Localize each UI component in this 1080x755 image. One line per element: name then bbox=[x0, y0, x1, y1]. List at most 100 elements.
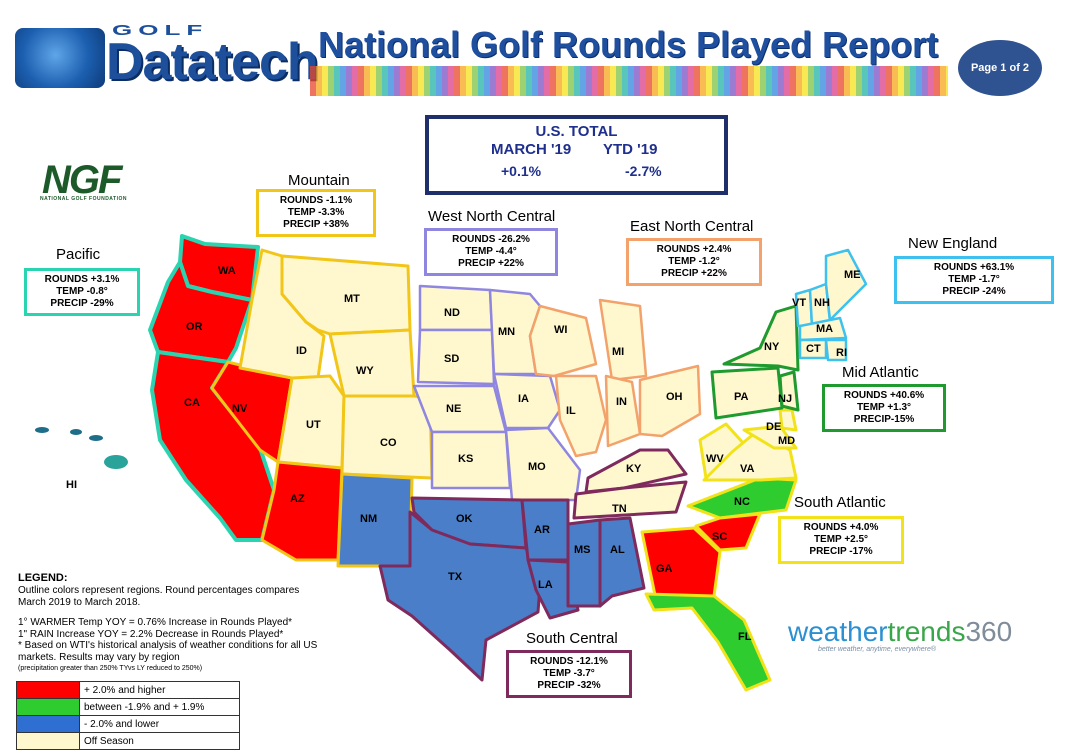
state-la bbox=[526, 558, 580, 620]
legend-swatch-high bbox=[16, 681, 80, 699]
report-title: National Golf Rounds Played Report bbox=[318, 24, 939, 65]
state-mt bbox=[280, 254, 412, 336]
state-oh bbox=[638, 364, 702, 438]
ma-temp: TEMP +1.3° bbox=[856, 402, 912, 413]
us-total-month-label: MARCH '19 bbox=[491, 141, 572, 158]
state-al bbox=[598, 516, 646, 608]
stats-box-mid-atlantic: ROUNDS +40.6% TEMP +1.3° PRECIP-15% bbox=[822, 384, 946, 432]
stats-box-south-central: ROUNDS -12.1% TEMP -3.7° PRECIP -32% bbox=[506, 650, 632, 698]
decorative-color-strip bbox=[310, 66, 948, 96]
legend-row: - 2.0% and lower bbox=[16, 715, 240, 733]
state-label-ut: UT bbox=[306, 419, 321, 431]
wt-logo-part3: 360 bbox=[965, 616, 1013, 647]
mountain-rounds: ROUNDS -1.1% bbox=[279, 195, 353, 206]
page-indicator-badge: Page 1 of 2 bbox=[958, 40, 1042, 96]
state-mo bbox=[504, 426, 582, 502]
sc-temp: TEMP -3.7° bbox=[543, 668, 595, 679]
ma-rounds: ROUNDS +40.6% bbox=[843, 390, 925, 401]
us-total-box: U.S. TOTAL MARCH '19 YTD '19 +0.1% -2.7% bbox=[425, 115, 728, 195]
state-label-vt: VT bbox=[792, 297, 806, 309]
state-tn bbox=[572, 480, 688, 520]
state-nc bbox=[686, 476, 798, 520]
enc-temp: TEMP -1.2° bbox=[668, 256, 720, 267]
ne-temp: TEMP -1.7° bbox=[948, 274, 1000, 285]
state-label-co: CO bbox=[380, 437, 397, 449]
enc-rounds: ROUNDS +2.4% bbox=[656, 244, 732, 255]
state-label-wv: WV bbox=[706, 453, 724, 465]
region-title-mountain: Mountain bbox=[288, 172, 350, 189]
state-label-sd: SD bbox=[444, 353, 459, 365]
stats-box-east-north-central: ROUNDS +2.4% TEMP -1.2° PRECIP +22% bbox=[626, 238, 762, 286]
state-fl bbox=[644, 592, 772, 692]
state-ny bbox=[722, 304, 800, 372]
state-md bbox=[742, 424, 798, 450]
state-label-me: ME bbox=[844, 269, 861, 281]
state-label-mo: MO bbox=[528, 461, 546, 473]
state-label-wa: WA bbox=[218, 265, 236, 277]
state-label-nh: NH bbox=[814, 297, 830, 309]
state-label-mt: MT bbox=[344, 293, 360, 305]
region-title-east-north-central: East North Central bbox=[630, 218, 754, 235]
legend-line-4: 1" RAIN Increase YOY = 2.2% Decrease in … bbox=[18, 629, 284, 640]
state-tx bbox=[378, 510, 542, 682]
state-de bbox=[778, 408, 798, 432]
state-nj bbox=[778, 370, 800, 412]
legend-line-7: (precipitation greater than 250% TYvs LY… bbox=[18, 665, 203, 672]
state-label-fl: FL bbox=[738, 631, 752, 643]
sc-precip: PRECIP -32% bbox=[537, 680, 601, 691]
state-label-il: IL bbox=[566, 405, 576, 417]
ne-precip: PRECIP -24% bbox=[942, 286, 1006, 297]
sa-temp: TEMP +2.5° bbox=[813, 534, 869, 545]
stats-box-mountain: ROUNDS -1.1% TEMP -3.3% PRECIP +38% bbox=[256, 189, 376, 237]
sc-rounds: ROUNDS -12.1% bbox=[530, 656, 608, 667]
ne-rounds: ROUNDS +63.1% bbox=[933, 262, 1015, 273]
legend-line-6: markets. Results may vary by region bbox=[18, 652, 180, 663]
state-label-sc: SC bbox=[712, 531, 727, 543]
state-label-ma: MA bbox=[816, 323, 833, 335]
region-title-south-atlantic: South Atlantic bbox=[794, 494, 886, 511]
state-label-ne: NE bbox=[446, 403, 461, 415]
pacific-precip: PRECIP -29% bbox=[50, 298, 114, 309]
state-hi-island-1 bbox=[35, 427, 49, 433]
legend-row: Off Season bbox=[16, 732, 240, 750]
weathertrends-logo: weathertrends360 bbox=[788, 616, 1012, 648]
state-ga bbox=[640, 526, 722, 602]
state-sd bbox=[416, 328, 496, 386]
region-title-pacific: Pacific bbox=[56, 246, 101, 263]
mountain-temp: TEMP -3.3% bbox=[287, 207, 345, 218]
state-label-nm: NM bbox=[360, 513, 377, 525]
state-label-nd: ND bbox=[444, 307, 460, 319]
us-total-ytd-value: -2.7% bbox=[625, 163, 662, 179]
state-label-or: OR bbox=[186, 321, 203, 333]
legend-row: + 2.0% and higher bbox=[16, 681, 240, 699]
wnc-temp: TEMP -4.4° bbox=[465, 246, 517, 257]
legend-label-high: + 2.0% and higher bbox=[79, 681, 240, 699]
mountain-precip: PRECIP +38% bbox=[283, 219, 349, 230]
wt-logo-part1: weather bbox=[788, 616, 888, 647]
state-label-al: AL bbox=[610, 544, 625, 556]
us-total-month-value: +0.1% bbox=[501, 163, 542, 179]
legend-label-off: Off Season bbox=[79, 732, 240, 750]
ngf-tagline: NATIONAL GOLF FOUNDATION bbox=[40, 196, 127, 202]
state-label-hi: HI bbox=[66, 479, 77, 491]
legend-row: between -1.9% and + 1.9% bbox=[16, 698, 240, 716]
state-label-ct: CT bbox=[806, 343, 821, 355]
region-title-mid-atlantic: Mid Atlantic bbox=[842, 364, 919, 381]
legend-label-low: - 2.0% and lower bbox=[79, 715, 240, 733]
state-label-nv: NV bbox=[232, 403, 248, 415]
state-label-ks: KS bbox=[458, 453, 473, 465]
state-label-ny: NY bbox=[764, 341, 780, 353]
state-ms bbox=[566, 518, 602, 608]
state-ct bbox=[798, 338, 828, 360]
state-sc bbox=[694, 512, 762, 552]
state-hi-island-2 bbox=[70, 429, 82, 435]
logo-datatech-text: Datatech bbox=[106, 33, 319, 91]
datatech-globe-logo bbox=[15, 28, 105, 88]
state-pa bbox=[710, 366, 784, 420]
state-hi-island-4 bbox=[104, 455, 128, 469]
state-label-in: IN bbox=[616, 396, 627, 408]
state-label-tx: TX bbox=[448, 571, 463, 583]
sa-rounds: ROUNDS +4.0% bbox=[803, 522, 879, 533]
region-title-west-north-central: West North Central bbox=[428, 208, 556, 225]
